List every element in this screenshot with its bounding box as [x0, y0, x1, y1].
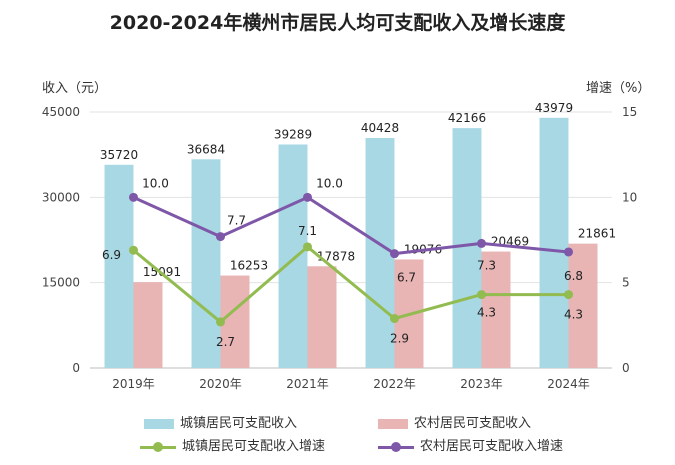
bar-urban-income	[452, 128, 482, 368]
bar-urban-income	[539, 117, 569, 369]
bar-urban-income	[365, 138, 395, 368]
bar-rural-income	[307, 266, 337, 368]
rural-growth-data-label: 10.0	[142, 176, 169, 190]
x-tick-label: 2019年	[112, 377, 155, 391]
bar-urban-income	[278, 144, 308, 368]
urban-growth-point	[477, 290, 486, 300]
data-label-urban-income: 42166	[448, 111, 486, 125]
legend-label-urban-income: 城镇居民可支配收入	[180, 416, 298, 431]
legend-swatch-urban-income	[144, 418, 174, 429]
rural-growth-data-label: 6.7	[397, 271, 416, 285]
rural-growth-point	[390, 249, 399, 259]
legend-item-urban-income: 城镇居民可支配收入	[144, 412, 297, 431]
right-axis-title: 增速（%）	[586, 81, 651, 96]
x-tick-label: 2022年	[373, 377, 416, 391]
rural-growth-point	[216, 232, 225, 242]
bar-rural-income	[481, 251, 511, 368]
rural-growth-data-label: 7.7	[227, 214, 246, 228]
legend-item-rural-growth: 农村居民可支配收入增速	[378, 435, 563, 454]
data-label-urban-income: 40428	[361, 121, 399, 135]
legend-swatch-rural-income	[378, 418, 408, 429]
legend-label-rural-growth: 农村居民可支配收入增速	[420, 439, 564, 454]
urban-growth-line	[132, 245, 569, 324]
left-tick-label: 0	[72, 361, 80, 375]
data-label-rural-income: 21861	[578, 227, 616, 241]
x-tick-label: 2024年	[547, 377, 590, 391]
right-tick-label: 0	[622, 361, 630, 375]
rural-growth-point	[477, 238, 486, 248]
bar-rural-income	[220, 275, 250, 368]
left-tick-label: 45000	[42, 105, 80, 119]
right-tick-label: 15	[622, 105, 637, 119]
urban-growth-data-label: 2.7	[216, 335, 235, 349]
legend-swatch-urban-growth	[140, 441, 176, 452]
urban-growth-point	[390, 314, 399, 324]
urban-growth-point	[303, 242, 312, 252]
legend-swatch-rural-growth	[378, 441, 414, 452]
data-label-urban-income: 35720	[100, 148, 138, 162]
x-tick-label: 2023年	[460, 377, 503, 391]
urban-growth-point	[129, 245, 138, 255]
data-label-urban-income: 39289	[274, 127, 312, 141]
rural-growth-point	[303, 192, 312, 202]
legend-item-rural-income: 农村居民可支配收入	[378, 412, 531, 431]
bar-urban-income	[191, 159, 221, 368]
rural-growth-data-label: 10.0	[316, 176, 343, 190]
chart-title: 2020-2024年横州市居民人均可支配收入及增长速度	[109, 12, 566, 34]
urban-growth-data-label: 7.1	[298, 224, 317, 238]
legend-label-urban-growth: 城镇居民可支配收入增速	[182, 439, 326, 454]
x-tick-label: 2021年	[286, 377, 329, 391]
bar-rural-income	[133, 282, 163, 368]
bar-rural-income	[568, 243, 598, 368]
legend-label-rural-income: 农村居民可支配收入	[414, 416, 532, 431]
data-label-rural-income: 17878	[317, 249, 355, 263]
bar-urban-income	[104, 164, 134, 368]
legend-item-urban-growth: 城镇居民可支配收入增速	[140, 435, 325, 454]
urban-growth-data-label: 4.3	[564, 308, 583, 322]
rural-growth-point	[129, 192, 138, 202]
x-tick-label: 2020年	[199, 377, 242, 391]
data-label-urban-income: 43979	[535, 101, 573, 115]
left-tick-label: 30000	[42, 190, 80, 204]
data-label-urban-income: 36684	[187, 142, 225, 156]
rural-growth-line	[132, 195, 569, 256]
left-tick-label: 15000	[42, 276, 80, 290]
data-label-rural-income: 16253	[230, 259, 268, 273]
urban-growth-data-label: 4.3	[477, 306, 496, 320]
rural-growth-point	[564, 247, 573, 257]
left-axis-title: 收入（元）	[42, 81, 108, 96]
right-tick-label: 5	[622, 276, 630, 290]
urban-growth-data-label: 2.9	[390, 332, 409, 346]
urban-growth-point	[564, 290, 573, 300]
urban-growth-point	[216, 317, 225, 327]
urban-growth-data-label: 6.9	[102, 248, 121, 262]
rural-growth-data-label: 7.3	[477, 258, 496, 272]
right-tick-label: 10	[622, 190, 637, 204]
rural-growth-data-label: 6.8	[564, 269, 583, 283]
